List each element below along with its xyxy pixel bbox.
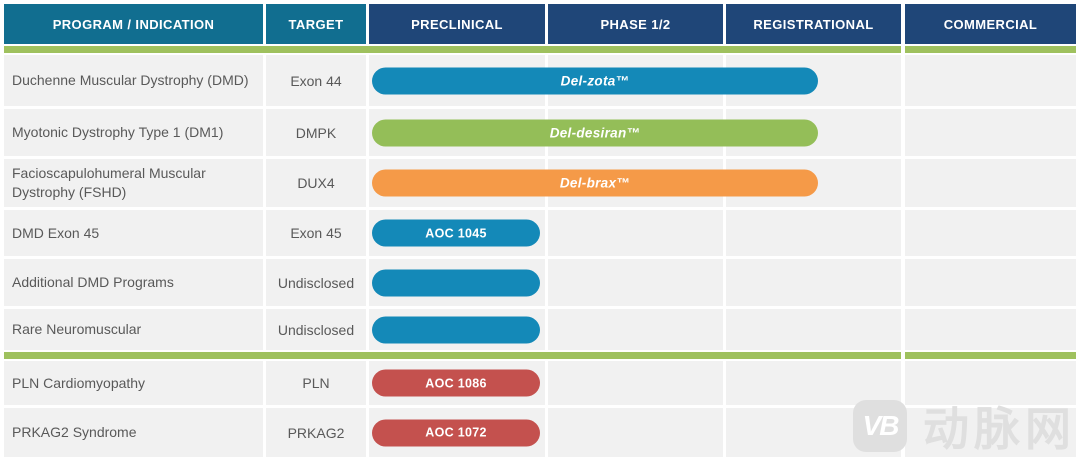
phase-cell-commercial: [905, 361, 1076, 405]
bar-label: Del-desiran™: [549, 125, 641, 140]
header-row: PROGRAM / INDICATION TARGET PRECLINICAL …: [4, 4, 1076, 44]
section-green-divider: [4, 352, 1076, 359]
program-cell: Duchenne Muscular Dystrophy (DMD): [4, 55, 263, 106]
target-cell: PLN: [266, 361, 366, 405]
target-label: PRKAG2: [287, 424, 345, 441]
pipeline-row-dmd-exon45: DMD Exon 45 Exon 45 AOC 1045: [4, 210, 1076, 256]
program-label: DMD Exon 45: [12, 224, 100, 241]
header-target: TARGET: [266, 4, 366, 44]
bar-label: Del-brax™: [559, 175, 631, 191]
pipeline-row-pln: PLN Cardiomyopathy PLN AOC 1086: [4, 361, 1076, 405]
phase-cell-commercial: [905, 309, 1076, 350]
bar-label: AOC 1045: [425, 226, 487, 240]
phase-cell-registrational: [726, 309, 901, 350]
phase-cell-commercial: [905, 259, 1076, 306]
program-label: Myotonic Dystrophy Type 1 (DM1): [12, 124, 224, 141]
pipeline-bar-aoc-1045: AOC 1045: [372, 219, 540, 247]
pipeline-row-rare-neuromuscular: Rare Neuromuscular Undisclosed: [4, 309, 1076, 350]
phase-cell-phase12: [548, 210, 723, 256]
green-divider-segment: [905, 46, 1076, 53]
target-label: Exon 44: [290, 72, 342, 89]
program-cell: Myotonic Dystrophy Type 1 (DM1): [4, 109, 263, 156]
target-label: Undisclosed: [277, 274, 355, 291]
phase-cell-registrational: [726, 361, 901, 405]
target-label: Undisclosed: [277, 321, 355, 338]
program-cell: Facioscapulohumeral Muscular Dystrophy (…: [4, 159, 263, 207]
pipeline-bar-aoc-1072: AOC 1072: [372, 419, 540, 446]
pipeline-row-dm1: Myotonic Dystrophy Type 1 (DM1) DMPK Del…: [4, 109, 1076, 156]
target-label: DUX4: [297, 175, 335, 191]
program-cell: Additional DMD Programs: [4, 259, 263, 306]
pipeline-bar-del-desiran: Del-desiran™: [372, 119, 818, 146]
phase-cell-commercial: [905, 109, 1076, 156]
target-cell: PRKAG2: [266, 408, 366, 457]
watermark: VB 动脉网: [853, 393, 1076, 457]
pipeline-bar-del-zota: Del-zota™: [372, 67, 818, 94]
phase-cell-phase12: [548, 408, 723, 457]
target-label: DMPK: [295, 124, 337, 141]
target-cell: Undisclosed: [266, 309, 366, 350]
phase-cell-phase12: [548, 259, 723, 306]
target-cell: Undisclosed: [266, 259, 366, 306]
header-program-indication: PROGRAM / INDICATION: [4, 4, 263, 44]
vb-logo-text: VB: [862, 410, 900, 441]
phase-cell-phase12: [548, 309, 723, 350]
target-cell: Exon 44: [266, 55, 366, 106]
phase-cell-phase12: [548, 361, 723, 405]
pipeline-row-dmd: Duchenne Muscular Dystrophy (DMD) Exon 4…: [4, 55, 1076, 106]
program-label: PLN Cardiomyopathy: [12, 374, 146, 391]
pipeline-bar-aoc-1086: AOC 1086: [372, 369, 540, 397]
header-commercial: COMMERCIAL: [905, 4, 1076, 44]
target-label: PLN: [302, 375, 330, 391]
program-label: Facioscapulohumeral Muscular Dystrophy (…: [12, 165, 206, 200]
header-green-divider: [4, 46, 1076, 53]
green-divider-segment: [905, 352, 1076, 359]
program-cell: DMD Exon 45: [4, 210, 263, 256]
phase-cell-registrational: [726, 210, 901, 256]
header-registrational: REGISTRATIONAL: [726, 4, 901, 44]
program-cell: PLN Cardiomyopathy: [4, 361, 263, 405]
pipeline-bar-unlabeled: [372, 269, 540, 296]
pipeline-row-prkag2: PRKAG2 Syndrome PRKAG2 AOC 1072: [4, 408, 1076, 457]
phase-cell-commercial: [905, 408, 1076, 457]
pipeline-bar-unlabeled: [372, 316, 540, 343]
green-divider-segment: [4, 352, 901, 359]
vb-logo-icon: VB: [853, 400, 907, 452]
pipeline-row-fshd: Facioscapulohumeral Muscular Dystrophy (…: [4, 159, 1076, 207]
program-label: Rare Neuromuscular: [12, 321, 142, 338]
program-cell: Rare Neuromuscular: [4, 309, 263, 350]
phase-cell-commercial: [905, 159, 1076, 207]
phase-cell-commercial: [905, 55, 1076, 106]
program-label: Duchenne Muscular Dystrophy (DMD): [12, 72, 249, 89]
target-cell: DMPK: [266, 109, 366, 156]
bar-label: AOC 1086: [425, 376, 487, 390]
program-cell: PRKAG2 Syndrome: [4, 408, 263, 457]
header-phase-1-2: PHASE 1/2: [548, 4, 723, 44]
watermark-name: 动脉网: [923, 403, 1076, 455]
program-label: Additional DMD Programs: [12, 274, 174, 291]
program-label: PRKAG2 Syndrome: [12, 424, 137, 441]
target-cell: DUX4: [266, 159, 366, 207]
phase-cell-registrational: [726, 259, 901, 306]
bar-label: Del-zota™: [560, 73, 630, 88]
header-preclinical: PRECLINICAL: [369, 4, 545, 44]
bar-label: AOC 1072: [425, 425, 487, 440]
target-label: Exon 45: [290, 225, 342, 241]
phase-cell-commercial: [905, 210, 1076, 256]
green-divider-segment: [4, 46, 901, 53]
pipeline-row-additional-dmd: Additional DMD Programs Undisclosed: [4, 259, 1076, 306]
target-cell: Exon 45: [266, 210, 366, 256]
pipeline-bar-del-brax: Del-brax™: [372, 169, 818, 197]
